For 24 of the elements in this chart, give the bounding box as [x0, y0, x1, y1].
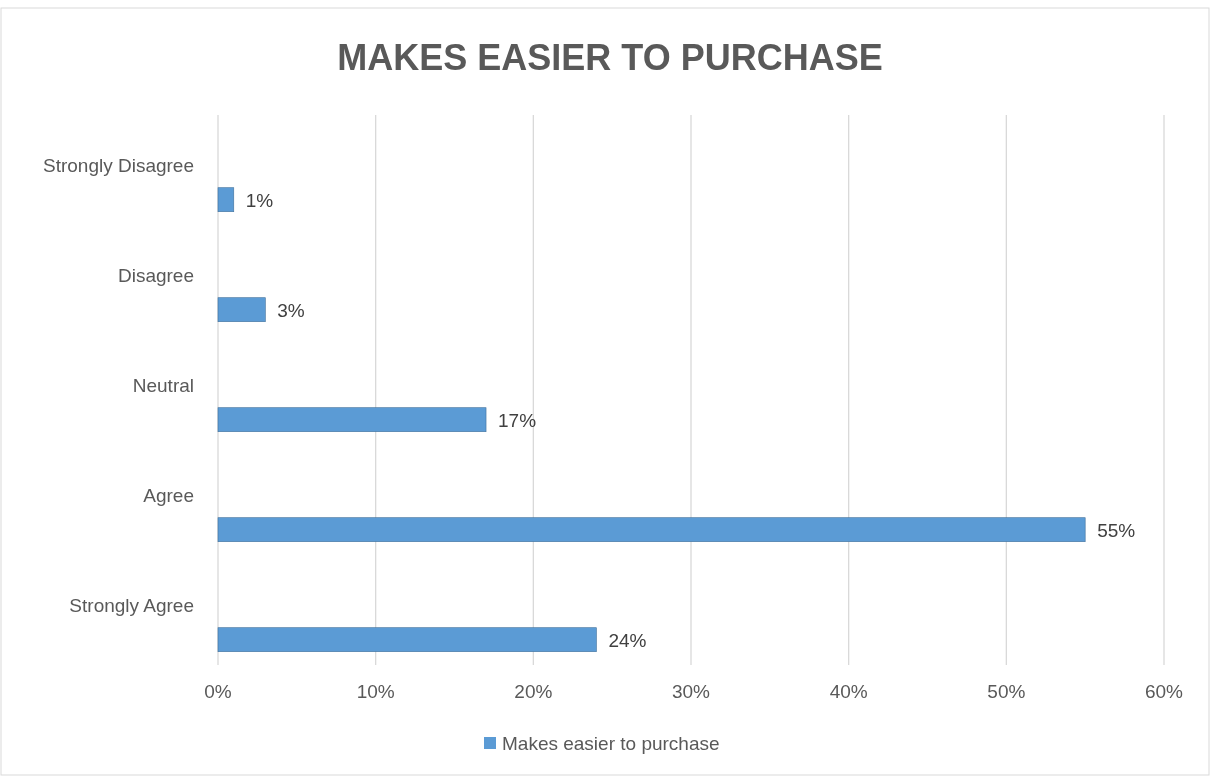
chart-title: MAKES EASIER TO PURCHASE	[337, 37, 883, 78]
data-label: 17%	[498, 409, 537, 431]
bar	[217, 517, 1086, 542]
x-tick-label: 30%	[671, 681, 711, 702]
x-tick-label: 50%	[987, 681, 1026, 702]
data-label: 24%	[608, 629, 647, 651]
y-tick-label: Agree	[143, 485, 194, 507]
bar	[217, 407, 487, 432]
bar	[217, 187, 235, 212]
y-tick-label: Disagree	[117, 265, 194, 287]
data-label: 3%	[277, 299, 305, 321]
y-tick-label: Neutral	[132, 375, 194, 397]
x-tick-label: 10%	[356, 681, 395, 702]
bar	[217, 627, 597, 652]
x-tick-label: 60%	[1144, 681, 1184, 702]
legend-label: Makes easier to purchase	[502, 733, 720, 754]
x-tick-label: 20%	[514, 681, 553, 702]
y-tick-label: Strongly Disagree	[42, 155, 194, 177]
y-tick-label: Strongly Agree	[69, 595, 194, 617]
x-tick-label: 40%	[829, 681, 868, 702]
bar	[217, 297, 266, 322]
x-tick-label: 0%	[204, 681, 232, 702]
data-label: 1%	[245, 189, 274, 211]
data-label: 55%	[1097, 519, 1136, 541]
